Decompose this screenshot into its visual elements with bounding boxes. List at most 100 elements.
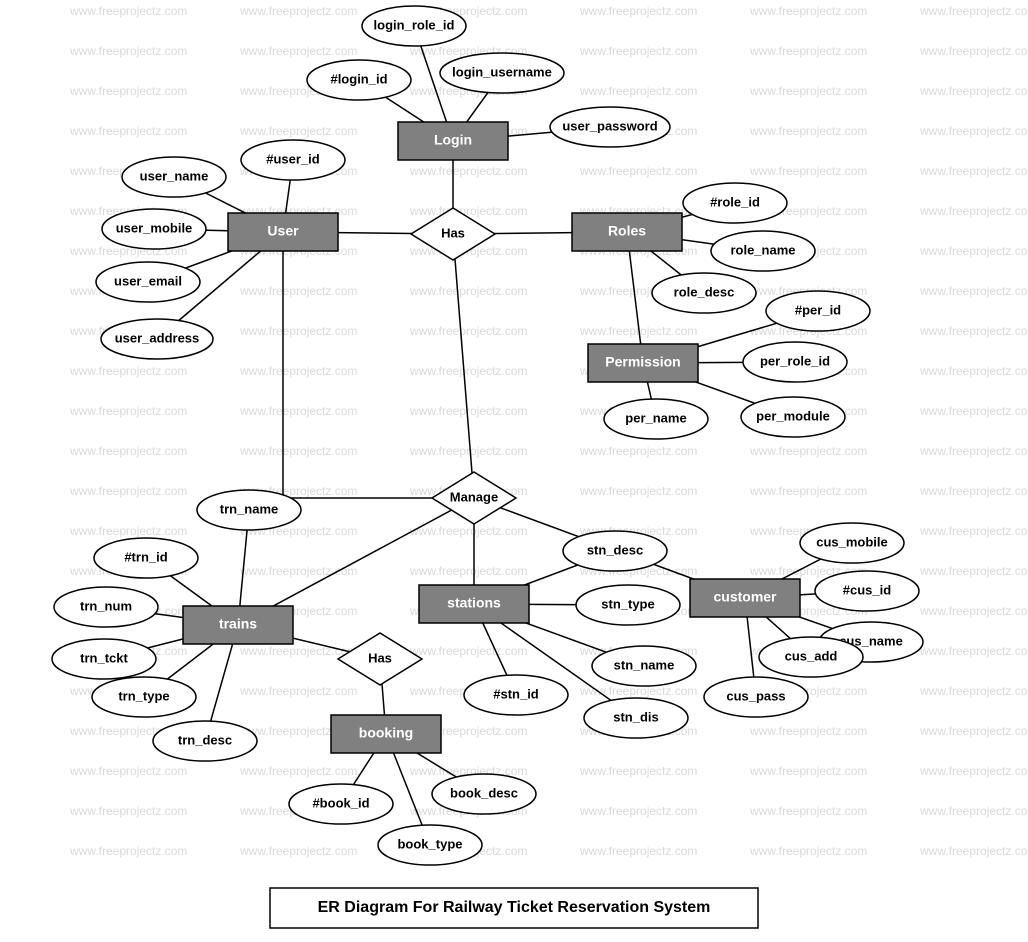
watermark-text: www.freeprojectz.com (749, 84, 867, 98)
attribute-label: login_username (452, 64, 552, 79)
attribute-label: trn_desc (178, 732, 232, 747)
watermark-text: www.freeprojectz.com (919, 444, 1028, 458)
watermark-text: www.freeprojectz.com (919, 124, 1028, 138)
attribute-label: trn_tckt (80, 650, 128, 665)
watermark-text: www.freeprojectz.com (749, 484, 867, 498)
watermark-text: www.freeprojectz.com (239, 284, 357, 298)
attribute-label: #cus_id (843, 582, 891, 597)
watermark-text: www.freeprojectz.com (409, 444, 527, 458)
watermark-text: www.freeprojectz.com (69, 844, 187, 858)
attribute-label: login_role_id (374, 17, 455, 32)
watermark-text: www.freeprojectz.com (239, 364, 357, 378)
watermark-text: www.freeprojectz.com (919, 204, 1028, 218)
watermark-text: www.freeprojectz.com (919, 844, 1028, 858)
attribute-label: role_name (730, 242, 795, 257)
attribute-label: stn_desc (587, 542, 643, 557)
relationship-label: Has (441, 225, 465, 240)
attribute-label: user_mobile (116, 220, 193, 235)
watermark-text: www.freeprojectz.com (409, 324, 527, 338)
watermark-text: www.freeprojectz.com (749, 44, 867, 58)
watermark-text: www.freeprojectz.com (919, 324, 1028, 338)
watermark-text: www.freeprojectz.com (239, 444, 357, 458)
watermark-text: www.freeprojectz.com (749, 764, 867, 778)
watermark-text: www.freeprojectz.com (69, 44, 187, 58)
entity-label: Roles (608, 223, 646, 239)
watermark-text: www.freeprojectz.com (579, 484, 697, 498)
attribute-label: role_desc (674, 284, 735, 299)
watermark-text: www.freeprojectz.com (69, 444, 187, 458)
watermark-text: www.freeprojectz.com (69, 524, 187, 538)
attribute-label: trn_name (220, 501, 279, 516)
watermark-text: www.freeprojectz.com (749, 4, 867, 18)
watermark-text: www.freeprojectz.com (579, 164, 697, 178)
attribute-label: user_password (562, 118, 657, 133)
watermark-text: www.freeprojectz.com (919, 524, 1028, 538)
entity-label: Permission (605, 354, 680, 370)
er-diagram: www.freeprojectz.com www.freeprojectz.com… (0, 0, 1028, 942)
watermark-text: www.freeprojectz.com (409, 524, 527, 538)
watermark-text: www.freeprojectz.com (919, 564, 1028, 578)
watermark-text: www.freeprojectz.com (919, 244, 1028, 258)
watermark-text: www.freeprojectz.com (579, 4, 697, 18)
watermark-text: www.freeprojectz.com (919, 484, 1028, 498)
attribute-label: trn_num (80, 598, 132, 613)
watermark-text: www.freeprojectz.com (919, 4, 1028, 18)
watermark-text: www.freeprojectz.com (69, 804, 187, 818)
attribute-label: user_name (140, 168, 209, 183)
watermark-text: www.freeprojectz.com (919, 84, 1028, 98)
attribute-label: #stn_id (493, 686, 539, 701)
entity-label: booking (359, 725, 413, 741)
watermark-text: www.freeprojectz.com (919, 164, 1028, 178)
attribute-label: #book_id (312, 795, 369, 810)
watermark-text: www.freeprojectz.com (919, 804, 1028, 818)
watermark-text: www.freeprojectz.com (69, 484, 187, 498)
watermark-text: www.freeprojectz.com (69, 124, 187, 138)
watermark-text: www.freeprojectz.com (69, 404, 187, 418)
watermark-text: www.freeprojectz.com (69, 364, 187, 378)
watermark-text: www.freeprojectz.com (919, 684, 1028, 698)
watermark-text: www.freeprojectz.com (239, 44, 357, 58)
watermark-text: www.freeprojectz.com (239, 644, 357, 658)
watermark-text: www.freeprojectz.com (919, 764, 1028, 778)
watermark-text: www.freeprojectz.com (239, 844, 357, 858)
entity-label: Login (434, 132, 472, 148)
watermark-text: www.freeprojectz.com (579, 804, 697, 818)
watermark-text: www.freeprojectz.com (579, 844, 697, 858)
watermark-text: www.freeprojectz.com (579, 84, 697, 98)
attribute-label: book_type (397, 836, 462, 851)
watermark-text: www.freeprojectz.com (409, 644, 527, 658)
watermark-text: www.freeprojectz.com (69, 4, 187, 18)
watermark-text: www.freeprojectz.com (239, 124, 357, 138)
attribute-label: #role_id (710, 194, 760, 209)
watermark-text: www.freeprojectz.com (919, 604, 1028, 618)
watermark-text: www.freeprojectz.com (239, 404, 357, 418)
attribute-label: #per_id (795, 302, 841, 317)
attribute-label: book_desc (450, 785, 518, 800)
attribute-label: cus_pass (726, 688, 785, 703)
attribute-label: cus_add (785, 648, 838, 663)
watermark-text: www.freeprojectz.com (749, 124, 867, 138)
watermark-text: www.freeprojectz.com (749, 724, 867, 738)
relationship-label: Has (368, 650, 392, 665)
watermark-text: www.freeprojectz.com (239, 684, 357, 698)
watermark-text: www.freeprojectz.com (239, 324, 357, 338)
relationship-label: Manage (450, 489, 498, 504)
watermark-text: www.freeprojectz.com (239, 764, 357, 778)
watermark-text: www.freeprojectz.com (409, 164, 527, 178)
watermark-text: www.freeprojectz.com (69, 84, 187, 98)
attribute-label: user_address (115, 330, 200, 345)
watermark-text: www.freeprojectz.com (239, 4, 357, 18)
attribute-label: trn_type (118, 688, 169, 703)
attribute-label: stn_dis (613, 709, 659, 724)
attribute-label: stn_name (614, 657, 675, 672)
attribute-label: #login_id (330, 71, 387, 86)
watermark-text: www.freeprojectz.com (919, 404, 1028, 418)
attribute-label: per_role_id (760, 353, 830, 368)
watermark-text: www.freeprojectz.com (409, 364, 527, 378)
entity-label: trains (219, 616, 257, 632)
entity-label: customer (713, 589, 777, 605)
diagram-title: ER Diagram For Railway Ticket Reservatio… (318, 899, 711, 916)
watermark-text: www.freeprojectz.com (919, 284, 1028, 298)
attribute-label: per_name (625, 410, 686, 425)
attribute-label: user_email (114, 273, 182, 288)
